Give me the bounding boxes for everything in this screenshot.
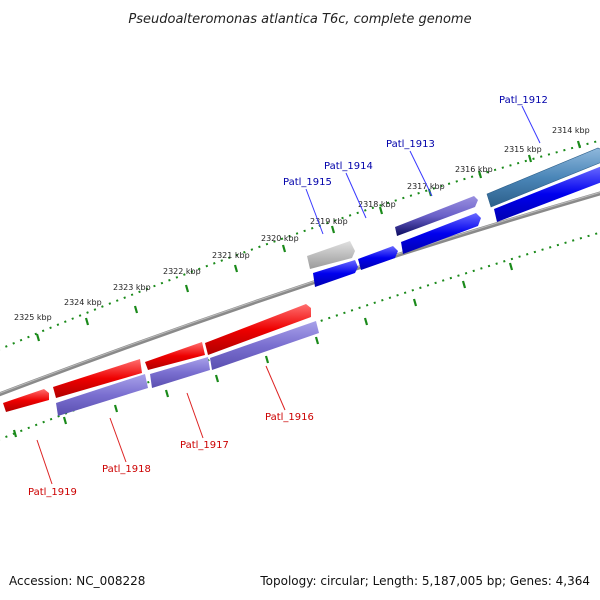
gene-arrow[interactable]	[3, 389, 49, 412]
gene-label[interactable]: Patl_1918	[102, 464, 151, 475]
scale-label: 2318 kbp	[358, 200, 396, 209]
gene-arrow[interactable]	[358, 246, 398, 270]
scale-label: 2314 kbp	[552, 126, 590, 135]
scale-label: 2325 kbp	[14, 313, 52, 322]
gene-arrow[interactable]	[210, 321, 319, 370]
gene-arrow[interactable]	[307, 241, 355, 269]
gene-arrow[interactable]	[494, 166, 600, 222]
gene-label[interactable]: Patl_1914	[324, 161, 373, 172]
outer-major-ticks	[35, 140, 582, 342]
top-features	[307, 147, 600, 287]
gene-label[interactable]: Patl_1913	[386, 139, 435, 150]
gene-arrow[interactable]	[401, 213, 481, 254]
scale-labels: 2314 kbp 2315 kbp 2316 kbp 2317 kbp 2318…	[14, 126, 590, 322]
scale-label: 2320 kbp	[261, 234, 299, 243]
label-leaders-top	[305, 105, 541, 235]
scale-label: 2323 kbp	[113, 283, 151, 292]
scale-label: 2315 kbp	[504, 145, 542, 154]
scale-label: 2316 kbp	[455, 165, 493, 174]
gene-labels-top: Patl_1912 Patl_1913 Patl_1914 Patl_1915	[283, 95, 548, 188]
scale-label: 2319 kbp	[310, 217, 348, 226]
scale-label: 2324 kbp	[64, 298, 102, 307]
label-leaders-bottom	[36, 365, 286, 485]
gene-arrow[interactable]	[395, 196, 478, 236]
gene-label[interactable]: Patl_1916	[265, 412, 314, 423]
gene-arrow[interactable]	[150, 357, 210, 388]
bottom-features	[3, 304, 319, 416]
gene-arrow[interactable]	[313, 260, 358, 287]
gene-label[interactable]: Patl_1919	[28, 487, 77, 498]
genome-summary-text: Topology: circular; Length: 5,187,005 bp…	[260, 574, 590, 588]
scale-label: 2317 kbp	[407, 182, 445, 191]
gene-arrow[interactable]	[205, 304, 311, 355]
genome-backbone-highlight	[0, 191, 600, 394]
gene-arrow[interactable]	[486, 147, 600, 208]
gene-label[interactable]: Patl_1915	[283, 177, 332, 188]
gene-labels-bottom: Patl_1916 Patl_1917 Patl_1918 Patl_1919	[28, 412, 314, 498]
gene-arrow[interactable]	[56, 374, 148, 416]
scale-label: 2322 kbp	[163, 267, 201, 276]
gene-arrow[interactable]	[145, 342, 205, 370]
inner-major-ticks	[12, 262, 514, 438]
gene-label[interactable]: Patl_1912	[499, 95, 548, 106]
map-title: Pseudoalteromonas atlantica T6c, complet…	[128, 12, 471, 27]
accession-text: Accession: NC_008228	[9, 574, 146, 588]
gene-arrow[interactable]	[53, 359, 142, 398]
scale-label: 2321 kbp	[212, 251, 250, 260]
gene-label[interactable]: Patl_1917	[180, 440, 229, 451]
genome-backbone	[0, 191, 600, 397]
